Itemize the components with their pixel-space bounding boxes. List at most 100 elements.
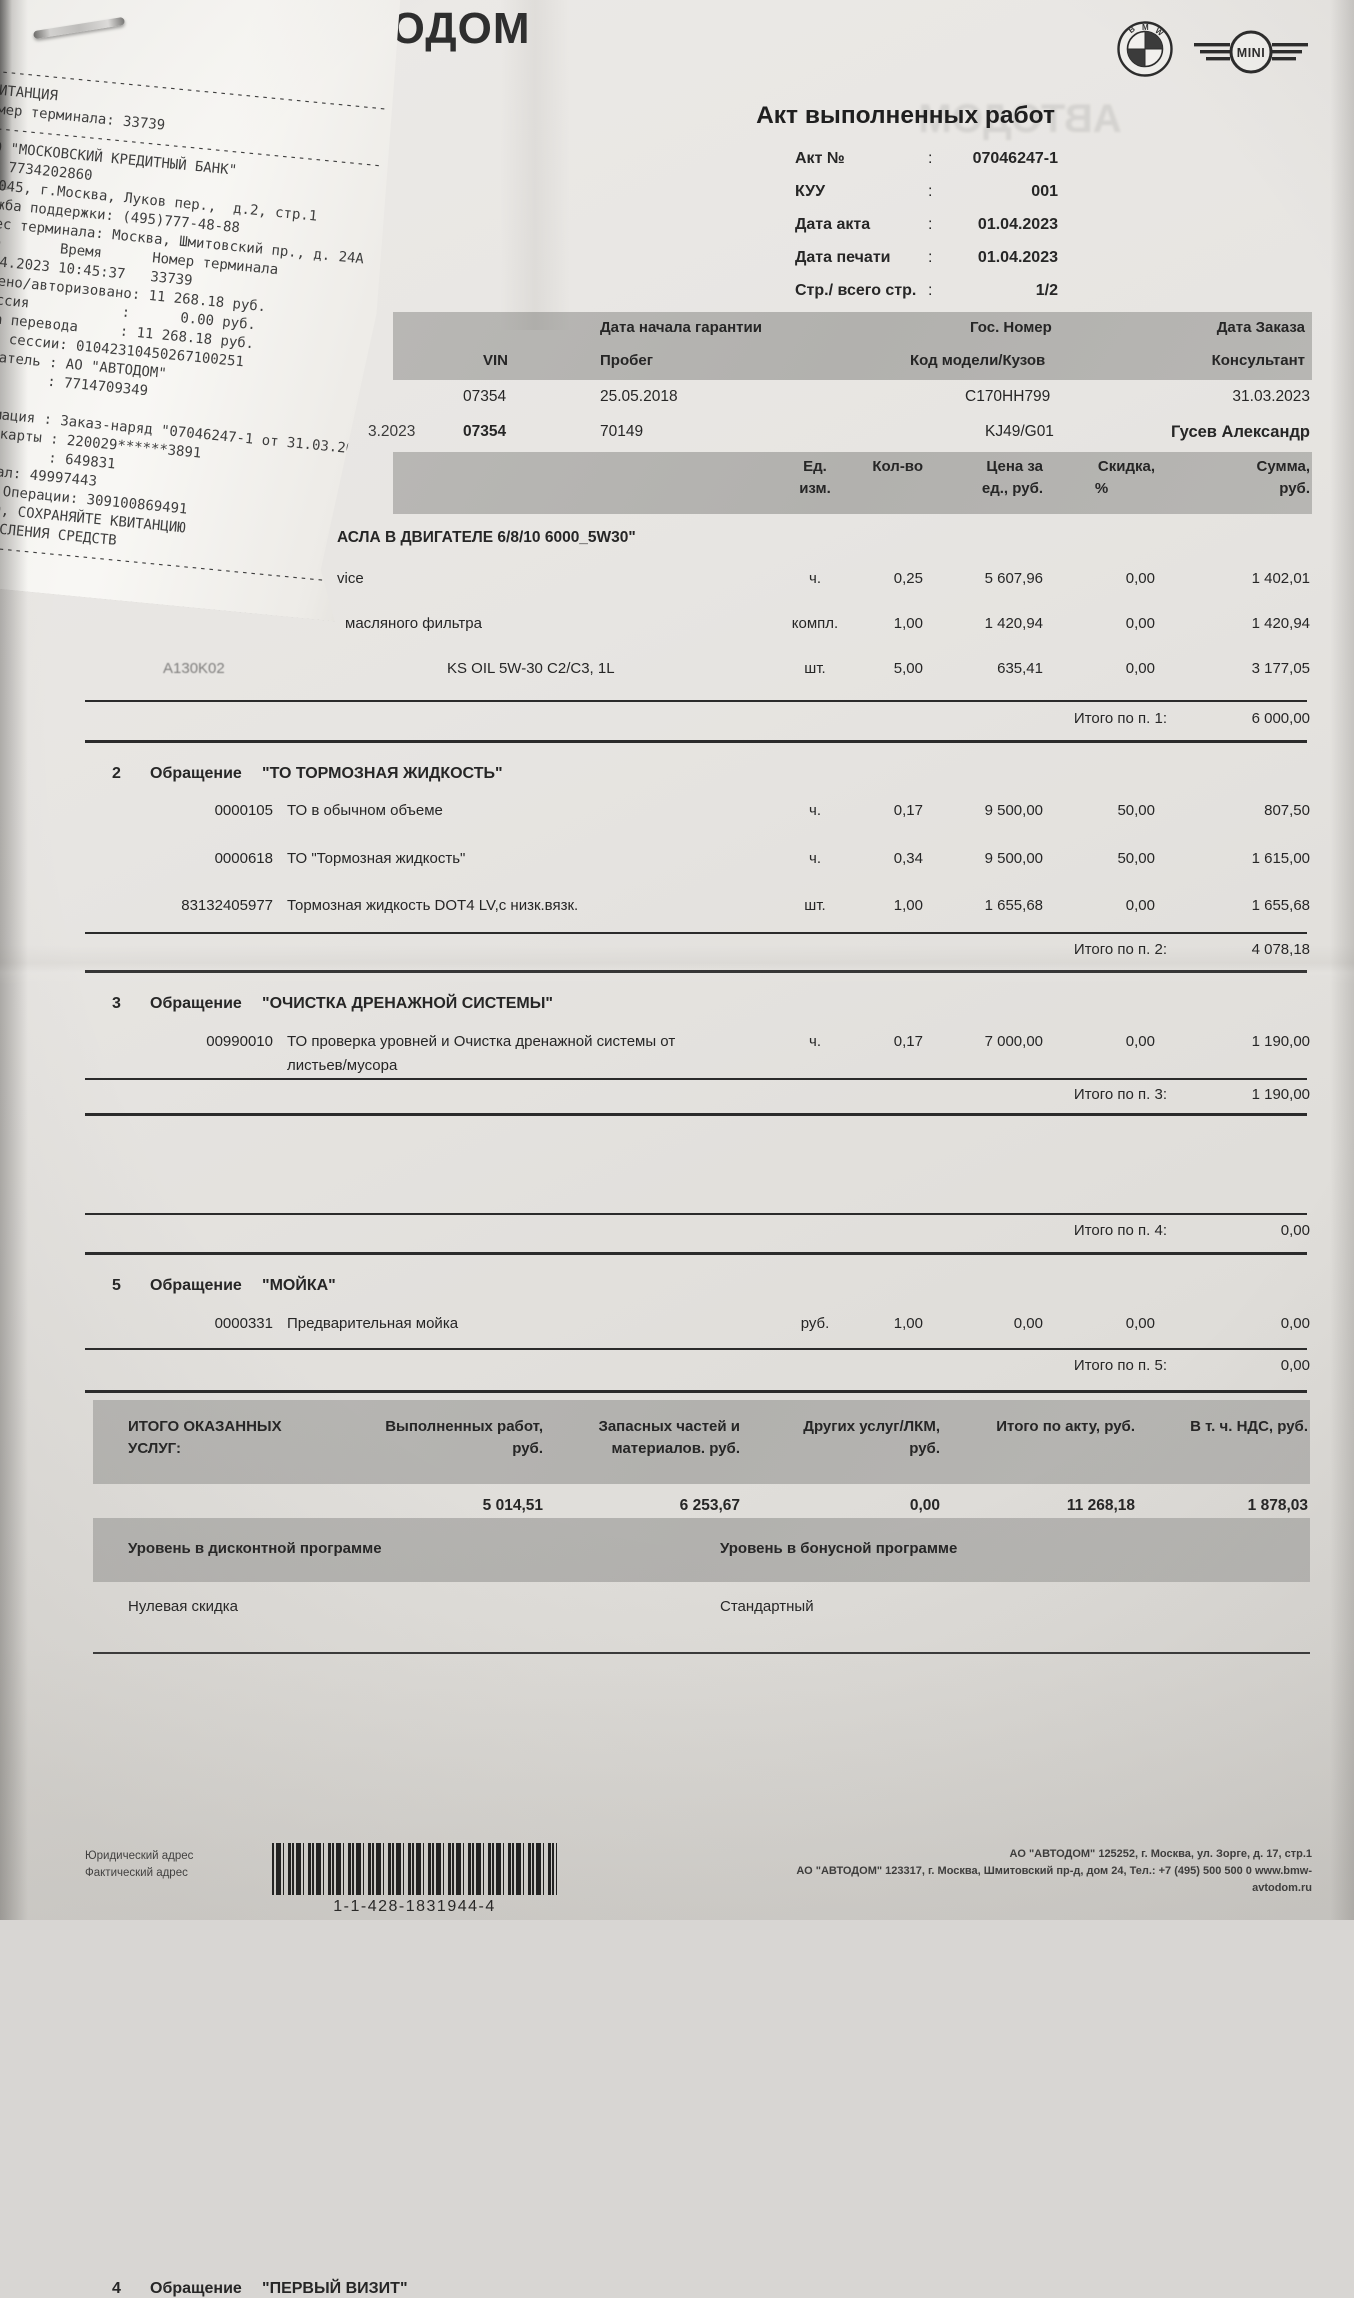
field-value: 01.04.2023 (977, 249, 1058, 266)
item-price: 9 500,00 (984, 850, 1043, 867)
field-colon: : (928, 282, 933, 299)
section-divider (85, 1390, 1307, 1393)
item-name: Тормозная жидкость DOT4 LV,с низк.вязк. (287, 897, 579, 914)
item-code: 83132405977 (181, 897, 273, 914)
item-discount: 0,00 (1125, 660, 1155, 677)
field-label: Стр./ всего стр. (795, 282, 917, 299)
mini-logo-icon: MINI (1194, 30, 1308, 74)
items-header-band: Ед. изм. Кол-во Цена за ед., руб. Скидка… (393, 452, 1312, 514)
item-sum: 1 402,01 (1251, 570, 1310, 587)
section-title: "ПЕРВЫЙ ВИЗИТ" (262, 2280, 408, 2297)
item-row: 0000331 Предварительная мойка руб. 1,00 … (0, 1315, 1354, 1337)
col-header-unit: Ед. (803, 458, 827, 475)
section-title: "МОЙКА" (262, 1277, 336, 1294)
item-row: 0000618 ТО "Тормозная жидкость" ч. 0,34 … (0, 850, 1354, 872)
totals-col-works: Выполненных работ, (385, 1418, 543, 1435)
section-total-value: 6 000,00 (1251, 710, 1310, 727)
section-total-value: 4 078,18 (1251, 941, 1310, 958)
totals-col-vat: В т. ч. НДС, руб. (1190, 1418, 1308, 1435)
section-title: "ТО ТОРМОЗНАЯ ЖИДКОСТЬ" (262, 765, 503, 782)
section-total-label: Итого по п. 5: (1073, 1357, 1167, 1374)
col-header-gos-number: Гос. Номер (970, 319, 1052, 336)
field-label: Дата акта (795, 216, 871, 233)
totals-col-parts: материалов. руб. (611, 1440, 740, 1457)
section-divider (85, 932, 1307, 934)
gos-number: C170HH799 (965, 388, 1051, 405)
vin-value: 07354 (463, 423, 507, 440)
item-code: 0000331 (214, 1315, 273, 1332)
item-price: 9 500,00 (984, 802, 1043, 819)
bonus-program-value: Стандартный (720, 1598, 814, 1615)
bottom-divider (93, 1652, 1310, 1654)
totals-col-other: руб. (909, 1440, 940, 1457)
item-discount: 0,00 (1125, 897, 1155, 914)
item-price: 635,41 (997, 660, 1043, 677)
item-row-wrap: листьев/мусора (0, 1057, 1354, 1079)
field-label: КУУ (795, 183, 826, 200)
warranty-date: 25.05.2018 (600, 388, 678, 405)
section-total-value: 1 190,00 (1251, 1086, 1310, 1103)
col-header-qty: Кол-во (872, 458, 923, 475)
company-address-line: АО "АВТОДОМ" 125252, г. Москва, ул. Зорг… (1009, 1848, 1312, 1860)
section-total-row: Итого по п. 2: 4 078,18 (0, 941, 1354, 963)
section-divider (85, 1348, 1307, 1350)
programs-values-row: Нулевая скидка Стандартный (0, 1598, 1354, 1620)
item-price: 5 607,96 (984, 570, 1043, 587)
section-word: Обращение (150, 1277, 242, 1294)
item-qty: 0,17 (893, 1033, 923, 1050)
item-qty: 0,17 (893, 802, 923, 819)
col-header-discount: % (1094, 480, 1109, 497)
item-name: Предварительная мойка (287, 1315, 459, 1332)
field-value: 07046247-1 (972, 150, 1058, 167)
discount-program-value: Нулевая скидка (128, 1598, 238, 1615)
col-header-model-code: Код модели/Кузов (910, 352, 1046, 369)
item-code: 0000105 (214, 802, 273, 819)
section-divider (85, 740, 1307, 743)
svg-text:W: W (1153, 26, 1165, 38)
barcode (272, 1843, 557, 1895)
doc-field-row: Акт № : 07046247-1 (0, 150, 1354, 172)
page-title: Акт выполненных работ (756, 102, 1055, 129)
item-sum: 807,50 (1264, 802, 1310, 819)
field-colon: : (928, 183, 933, 200)
item-name-fragment: масляного фильтра (345, 615, 482, 632)
field-label: Акт № (795, 150, 845, 167)
section-total-row: Итого по п. 5: 0,00 (0, 1357, 1354, 1379)
svg-text:MINI: MINI (1237, 46, 1265, 60)
item-row: масляного фильтра компл. 1,00 1 420,94 0… (0, 615, 1354, 637)
programs-header-band: Уровень в дисконтной программе Уровень в… (93, 1518, 1310, 1582)
item-unit: руб. (800, 1315, 830, 1332)
section-title: "ОЧИСТКА ДРЕНАЖНОЙ СИСТЕМЫ" (262, 995, 553, 1012)
section-divider (85, 1078, 1307, 1080)
total-vat: 1 878,03 (1247, 1497, 1308, 1514)
vin-value: 07354 (463, 388, 507, 405)
section-divider (85, 700, 1307, 702)
svg-text:B: B (1127, 24, 1137, 35)
bmw-logo-icon: B M W (1117, 21, 1173, 77)
totals-label: ИТОГО ОКАЗАННЫХ (128, 1418, 282, 1435)
totals-label: УСЛУГ: (128, 1440, 181, 1457)
col-header-consultant: Консультант (1211, 352, 1305, 369)
item-discount: 0,00 (1125, 1033, 1155, 1050)
col-header-sum: руб. (1279, 480, 1310, 497)
item-row: A130K02 KS OIL 5W-30 C2/C3, 1L шт. 5,00 … (0, 660, 1354, 682)
item-row: 00990010 ТО проверка уровней и Очистка д… (0, 1033, 1354, 1055)
section-divider (85, 970, 1307, 973)
section-divider (85, 1213, 1307, 1215)
item-unit: ч. (809, 570, 821, 587)
field-colon: : (928, 216, 933, 233)
svg-text:M: M (1142, 23, 1149, 32)
doc-field-row: Дата акта : 01.04.2023 (0, 216, 1354, 238)
bonus-program-label: Уровень в бонусной программе (720, 1540, 958, 1557)
section-word: Обращение (150, 995, 242, 1012)
discount-program-label: Уровень в дисконтной программе (128, 1540, 382, 1557)
doc-field-row: Дата печати : 01.04.2023 (0, 249, 1354, 271)
section-number: 2 (112, 765, 121, 782)
barcode-number: 1-1-428-1831944-4 (333, 1898, 496, 1915)
field-label: Дата печати (795, 249, 891, 266)
section-header: 3 Обращение "ОЧИСТКА ДРЕНАЖНОЙ СИСТЕМЫ" (0, 995, 1354, 1017)
col-header-sum: Сумма, (1256, 458, 1310, 475)
item-sum: 1 420,94 (1251, 615, 1310, 632)
total-other: 0,00 (909, 1497, 940, 1514)
item-row: 83132405977 Тормозная жидкость DOT4 LV,с… (0, 897, 1354, 919)
